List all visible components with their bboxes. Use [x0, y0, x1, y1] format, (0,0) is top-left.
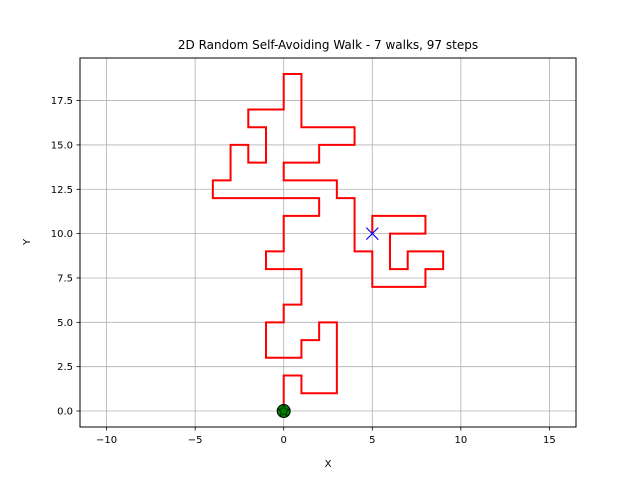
- y-tick-label: 7.5: [57, 273, 73, 284]
- plot-area: [80, 58, 576, 427]
- walk-path: [211, 72, 445, 412]
- end-marker: [365, 227, 379, 241]
- x-tick-label: 15: [543, 435, 556, 446]
- y-tick-label: 5.0: [57, 318, 73, 329]
- y-axis-label: Y: [22, 238, 33, 246]
- y-tick-label: 17.5: [51, 96, 73, 107]
- y-tick-label: 15.0: [51, 140, 73, 151]
- y-tick-label: 10.0: [51, 229, 73, 240]
- ticks: −10 −5 0 5 10 15 0.0 2.5 5.0 7.5 10.0 12.5 15.0 17.5: [51, 96, 556, 446]
- x-tick-label: −5: [188, 435, 203, 446]
- x-tick-label: 0: [281, 435, 287, 446]
- x-tick-label: 5: [369, 435, 375, 446]
- x-tick-label: −10: [96, 435, 117, 446]
- start-star-marker: [277, 404, 291, 417]
- y-tick-label: 12.5: [51, 185, 73, 196]
- y-tick-label: 0.0: [57, 407, 73, 418]
- plot-frame: [79, 57, 577, 428]
- x-axis-label: X: [325, 459, 332, 470]
- y-tick-label: 2.5: [57, 362, 73, 373]
- data-layer: [211, 72, 445, 419]
- chart-title: 2D Random Self-Avoiding Walk - 7 walks, …: [178, 38, 478, 52]
- x-tick-label: 10: [454, 435, 467, 446]
